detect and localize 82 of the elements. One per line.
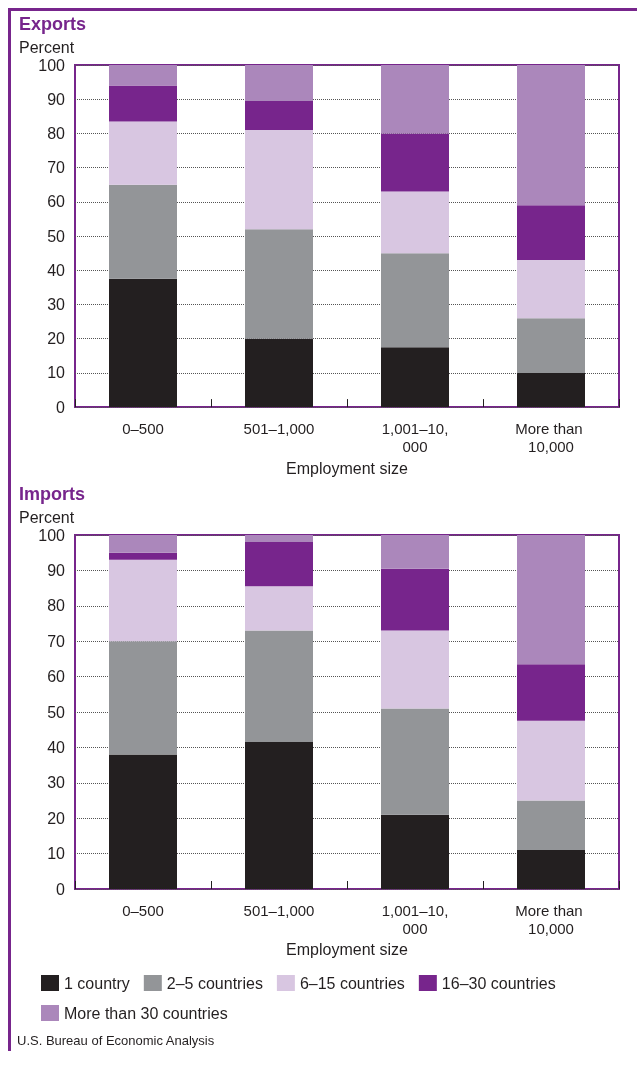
bar bbox=[245, 630, 313, 743]
legend-label: More than 30 countries bbox=[64, 1004, 228, 1022]
bar bbox=[245, 65, 313, 101]
chart-title: Imports bbox=[19, 484, 86, 504]
x-tick-label: 501–1,000 bbox=[243, 419, 315, 437]
bar bbox=[517, 850, 585, 889]
bar bbox=[245, 100, 313, 130]
bar bbox=[109, 754, 177, 889]
legend-label: 2–5 countries bbox=[166, 974, 263, 992]
x-tick-label: More than 10,000 bbox=[515, 901, 587, 937]
bar bbox=[381, 630, 449, 709]
bar bbox=[109, 641, 177, 755]
bar bbox=[381, 535, 449, 569]
y-tick-label: 20 bbox=[47, 330, 66, 348]
bar bbox=[517, 800, 585, 851]
y-tick-label: 0 bbox=[56, 398, 66, 416]
bar bbox=[245, 338, 313, 408]
bar bbox=[381, 568, 449, 631]
bar bbox=[109, 559, 177, 642]
y-tick-label: 60 bbox=[47, 668, 66, 686]
x-tick-label: 1,001–10,000 bbox=[381, 419, 449, 455]
x-tick-label: 0–500 bbox=[122, 901, 164, 919]
bar bbox=[245, 742, 313, 889]
bar bbox=[245, 535, 313, 543]
bar bbox=[517, 664, 585, 721]
bar bbox=[517, 65, 585, 206]
bar bbox=[109, 121, 177, 185]
x-tick-label: 0–500 bbox=[122, 419, 164, 437]
legend-label: 1 country bbox=[64, 974, 130, 992]
y-tick-label: 0 bbox=[56, 880, 66, 898]
bar bbox=[109, 552, 177, 560]
y-tick-label: 80 bbox=[47, 597, 66, 615]
bar bbox=[517, 205, 585, 260]
y-tick-label: 50 bbox=[47, 227, 66, 245]
legend-label: 6–15 countries bbox=[299, 974, 405, 992]
bar bbox=[381, 814, 449, 889]
bar bbox=[109, 85, 177, 122]
bar bbox=[517, 318, 585, 373]
bar bbox=[245, 130, 313, 230]
y-tick-label: 80 bbox=[47, 124, 66, 142]
bar bbox=[381, 65, 449, 134]
chart-title: Exports bbox=[19, 14, 87, 34]
bar bbox=[245, 586, 313, 631]
y-tick-label: 10 bbox=[47, 845, 66, 863]
y-axis-title: Percent bbox=[19, 508, 75, 526]
y-tick-label: 40 bbox=[47, 261, 66, 279]
bar bbox=[517, 535, 585, 665]
y-tick-label: 30 bbox=[47, 295, 66, 313]
y-tick-label: 10 bbox=[47, 364, 66, 382]
y-tick-label: 20 bbox=[47, 809, 66, 827]
y-axis-title: Percent bbox=[19, 38, 75, 56]
y-tick-label: 90 bbox=[47, 561, 66, 579]
bar bbox=[381, 347, 449, 408]
bar bbox=[381, 708, 449, 815]
y-tick-label: 100 bbox=[38, 56, 66, 74]
y-tick-label: 70 bbox=[47, 632, 66, 650]
bar bbox=[381, 253, 449, 348]
y-tick-label: 60 bbox=[47, 193, 66, 211]
bar bbox=[517, 260, 585, 319]
bar bbox=[245, 542, 313, 587]
bar bbox=[381, 133, 449, 192]
x-axis-title: Employment size bbox=[286, 459, 409, 477]
text: U.S. Bureau of Economic Analysis bbox=[17, 1033, 215, 1048]
bar bbox=[109, 184, 177, 279]
x-tick-label: 501–1,000 bbox=[243, 901, 315, 919]
bar bbox=[109, 535, 177, 553]
bar bbox=[109, 278, 177, 408]
legend-label: 16–30 countries bbox=[441, 974, 556, 992]
bar bbox=[245, 229, 313, 339]
bar bbox=[517, 720, 585, 801]
x-tick-label: More than 10,000 bbox=[515, 419, 587, 455]
bar bbox=[109, 65, 177, 86]
y-tick-label: 90 bbox=[47, 90, 66, 108]
y-tick-label: 100 bbox=[38, 526, 66, 544]
x-tick-label: 1,001–10,000 bbox=[381, 901, 449, 937]
bar bbox=[381, 191, 449, 254]
x-axis-title: Employment size bbox=[286, 941, 409, 959]
y-tick-label: 70 bbox=[47, 159, 66, 177]
y-tick-label: 40 bbox=[47, 738, 66, 756]
y-tick-label: 30 bbox=[47, 774, 66, 792]
y-tick-label: 50 bbox=[47, 703, 66, 721]
bar bbox=[517, 372, 585, 408]
